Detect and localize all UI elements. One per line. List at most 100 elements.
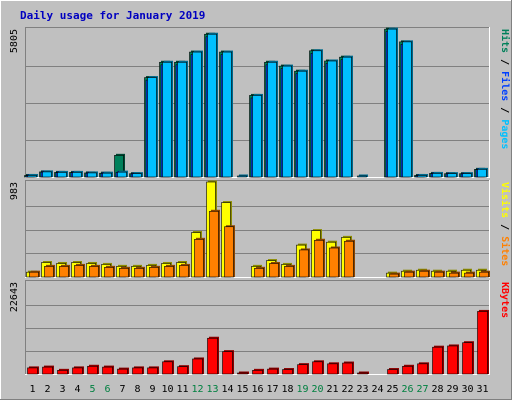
bar-pages-day-19 [297, 70, 307, 178]
bar-kbytes-day-27 [417, 363, 428, 375]
bar-kbytes-day-28 [432, 346, 443, 375]
bar-sites-day-14 [224, 226, 234, 278]
x-tick-label-day-6: 6 [104, 384, 110, 395]
x-tick-label-day-19: 19 [296, 384, 308, 395]
x-axis-ticks: 1 2 3 4 5 6 7 8 9 10 11 12 13 14 15 16 17 18 19 20 21 22 23 24 2… [29, 384, 488, 395]
bar-sites-day-11 [179, 265, 189, 278]
bar-sites-day-21 [329, 247, 339, 278]
bar-sites-day-8 [134, 268, 144, 278]
x-tick-label-day-4: 4 [74, 384, 80, 395]
bar-kbytes-day-20 [312, 361, 323, 375]
x-tick-label-day-11: 11 [176, 384, 188, 395]
x-tick-label-day-23: 23 [356, 384, 368, 395]
bar-pages-day-12 [192, 51, 202, 178]
bar-pages-day-15 [237, 175, 247, 178]
bar-sites-day-1 [29, 271, 39, 278]
x-tick-label-day-10: 10 [161, 384, 173, 395]
x-tick-label-day-13: 13 [206, 384, 218, 395]
bar-kbytes-day-29 [447, 345, 458, 375]
bar-sites-day-28 [434, 271, 444, 278]
bar-sites-day-6 [104, 267, 114, 278]
bar-pages-day-20 [312, 50, 322, 178]
bar-sites-day-18 [284, 266, 294, 278]
x-tick-label-day-17: 17 [266, 384, 278, 395]
x-tick-label-day-30: 30 [461, 384, 473, 395]
legend-2: Visits / Sites [499, 182, 511, 266]
chart-panels: 5805 Hits / Files / Pages 983 Visits / Site… [9, 27, 511, 375]
x-tick-label-day-9: 9 [149, 384, 155, 395]
x-tick-label-day-20: 20 [311, 384, 323, 395]
bar-sites-day-7 [119, 268, 129, 278]
plot-area [25, 280, 490, 375]
bar-sites-day-12 [194, 239, 204, 278]
bar-pages-day-17 [267, 61, 277, 178]
x-tick-label-day-31: 31 [476, 384, 488, 395]
bar-kbytes-day-23 [357, 372, 368, 375]
legend-label-pages: Pages [499, 119, 510, 149]
bar-pages-day-22 [342, 56, 352, 178]
bar-pages-day-25 [387, 28, 397, 178]
bar-pages-day-26 [402, 41, 412, 178]
legend-label-kbytes: KBytes [499, 282, 510, 318]
x-tick-label-day-22: 22 [341, 384, 353, 395]
bar-pages-day-3 [57, 172, 67, 178]
bar-kbytes-day-7 [117, 368, 128, 375]
x-tick-label-day-5: 5 [89, 384, 95, 395]
bar-sites-day-31 [479, 271, 489, 278]
bar-kbytes-day-31 [477, 311, 488, 375]
panel-3: 22643 KBytes [9, 280, 510, 375]
bar-kbytes-day-19 [297, 364, 308, 375]
bar-pages-day-16 [252, 95, 262, 178]
bar-kbytes-day-4 [72, 367, 83, 375]
bar-kbytes-day-11 [177, 366, 188, 375]
bar-kbytes-day-17 [267, 368, 278, 375]
bar-pages-day-27 [417, 175, 427, 178]
bar-pages-day-2 [42, 171, 52, 178]
bar-sites-day-20 [314, 239, 324, 278]
bar-kbytes-day-8 [132, 367, 143, 375]
x-tick-label-day-3: 3 [59, 384, 65, 395]
x-tick-label-day-16: 16 [251, 384, 263, 395]
legend-label-files: Files [499, 71, 511, 101]
x-tick-label-day-28: 28 [431, 384, 443, 395]
bar-sites-day-3 [59, 266, 69, 278]
bar-pages-day-29 [447, 173, 457, 178]
bar-kbytes-day-30 [462, 342, 473, 375]
bar-pages-day-7 [117, 171, 127, 178]
bar-pages-day-28 [432, 173, 442, 178]
bar-pages-day-9 [147, 77, 157, 178]
bar-sites-day-25 [389, 273, 399, 278]
bar-kbytes-day-2 [42, 366, 53, 375]
bar-kbytes-day-1 [27, 367, 38, 375]
bar-kbytes-day-13 [207, 337, 218, 375]
bar-kbytes-day-14 [222, 351, 233, 375]
x-tick-label-day-18: 18 [281, 384, 293, 395]
bar-pages-day-30 [462, 173, 472, 178]
bar-pages-day-8 [132, 173, 142, 178]
bar-kbytes-day-15 [237, 372, 248, 375]
bar-kbytes-day-18 [282, 369, 293, 375]
y-max-label: 5805 [9, 29, 20, 53]
bar-sites-day-13 [209, 210, 219, 278]
bar-pages-day-23 [357, 175, 367, 178]
bar-pages-day-1 [27, 175, 37, 178]
bar-sites-day-16 [254, 268, 264, 278]
bar-sites-day-17 [269, 263, 279, 278]
bar-kbytes-day-3 [57, 370, 68, 375]
legend-label-visits: Visits [499, 182, 511, 218]
bar-sites-day-2 [44, 266, 54, 278]
bar-kbytes-day-5 [87, 365, 98, 375]
x-tick-label-day-15: 15 [236, 384, 248, 395]
x-tick-label-day-12: 12 [191, 384, 203, 395]
bar-pages-day-5 [87, 172, 97, 178]
panel-1: 5805 Hits / Files / Pages [9, 27, 511, 178]
bar-kbytes-day-25 [387, 369, 398, 375]
bar-pages-day-31 [477, 169, 487, 178]
legend-label-hits: Hits [499, 29, 511, 53]
bar-sites-day-10 [164, 266, 174, 278]
bar-sites-day-9 [149, 267, 159, 278]
x-tick-label-day-2: 2 [44, 384, 50, 395]
bar-pages-day-14 [222, 51, 232, 178]
x-tick-label-day-8: 8 [134, 384, 140, 395]
